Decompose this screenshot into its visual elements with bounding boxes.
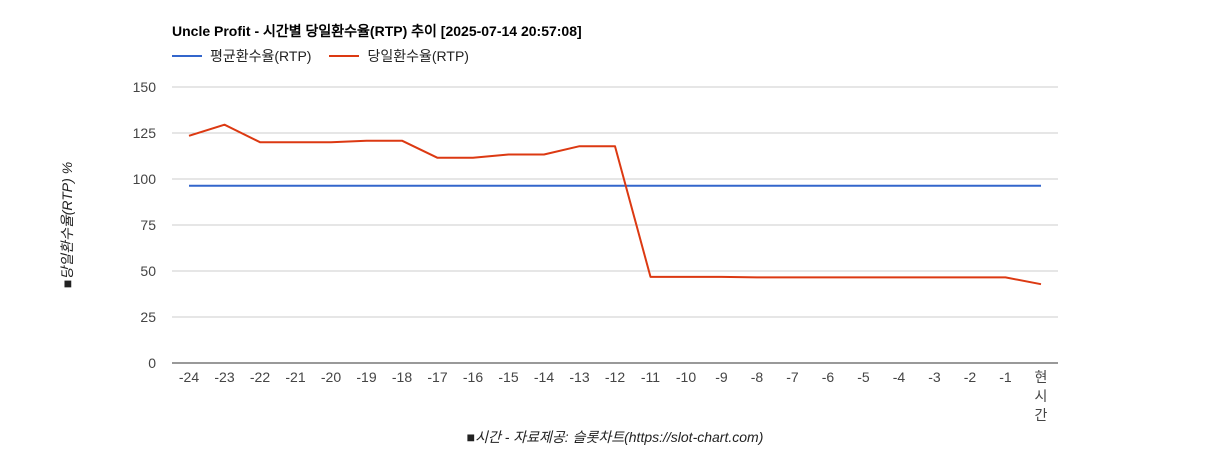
- x-tick-label: -11: [641, 369, 660, 385]
- series-line-daily: [188, 123, 1042, 286]
- chart-title: Uncle Profit - 시간별 당일환수율(RTP) 추이 [2025-0…: [172, 23, 582, 39]
- x-tick-label: -14: [534, 369, 554, 385]
- x-axis-title: ■시간 - 자료제공: 슬롯차트(https://slot-chart.com): [467, 429, 764, 445]
- x-tick-label: -17: [427, 369, 447, 385]
- y-tick-label: 75: [140, 217, 156, 233]
- legend-item-daily[interactable]: 당일환수율(RTP): [329, 46, 469, 66]
- x-tick-label: -21: [285, 369, 305, 385]
- y-tick-label: 100: [133, 171, 157, 187]
- legend-label-average: 평균환수율(RTP): [210, 48, 312, 64]
- x-tick-label: -23: [214, 369, 234, 385]
- y-tick-label: 150: [133, 79, 157, 95]
- legend-label-daily: 당일환수율(RTP): [367, 48, 469, 64]
- x-tick-label: -13: [569, 369, 589, 385]
- legend-swatch-average: [172, 55, 202, 57]
- x-tick-label: -8: [751, 369, 764, 385]
- x-tick-label: -1: [999, 369, 1012, 385]
- y-axis-ticks: 0 25 50 75 100 125 150: [133, 79, 157, 371]
- x-tick-label: -5: [857, 369, 870, 385]
- x-tick-label: -18: [392, 369, 412, 385]
- y-tick-label: 25: [140, 309, 156, 325]
- x-tick-label: -12: [605, 369, 625, 385]
- gridlines: [172, 86, 1058, 364]
- x-tick-label: -3: [928, 369, 941, 385]
- x-tick-label: -16: [463, 369, 483, 385]
- y-axis-title: ■당일환수율(RTP) %: [59, 162, 75, 288]
- x-tick-label: -2: [964, 369, 977, 385]
- x-axis-ticks: -24 -23 -22 -21 -20 -19 -18 -17 -16 -15 -14 -13 -12-…: [179, 369, 1048, 423]
- y-tick-label: 125: [133, 125, 157, 141]
- x-tick-label: -6: [822, 369, 835, 385]
- series-lines: [188, 123, 1042, 286]
- legend-item-average[interactable]: 평균환수율(RTP): [172, 46, 311, 66]
- legend: 평균환수율(RTP) 당일환수율(RTP): [172, 46, 469, 66]
- y-tick-label: 0: [148, 355, 156, 371]
- x-tick-label: -20: [321, 369, 341, 385]
- legend-swatch-daily: [329, 55, 360, 57]
- x-tick-label: -7: [786, 369, 799, 385]
- x-tick-label: -24: [179, 369, 199, 385]
- y-tick-label: 50: [140, 263, 156, 279]
- x-tick-label: -9: [715, 369, 728, 385]
- x-tick-label: -15: [498, 369, 518, 385]
- x-tick-label: -22: [250, 369, 270, 385]
- x-tick-label: -10: [676, 369, 696, 385]
- x-tick-label: -4: [893, 369, 906, 385]
- x-tick-label: -19: [356, 369, 376, 385]
